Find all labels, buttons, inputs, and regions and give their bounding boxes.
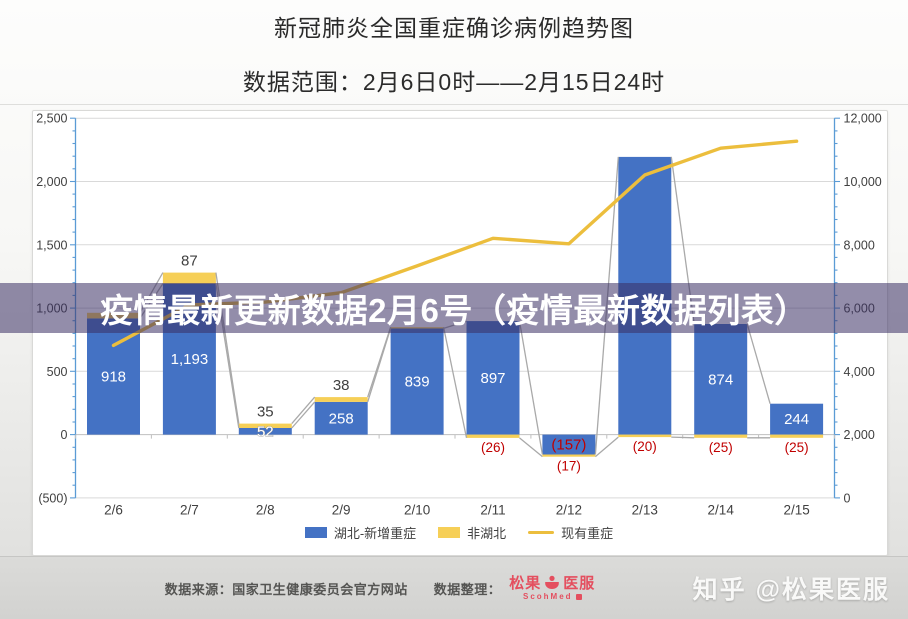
scohmed-logo-icon — [545, 575, 560, 589]
logo-subtext: ScohMed — [522, 592, 573, 601]
svg-text:2/15: 2/15 — [783, 503, 809, 518]
svg-text:2/6: 2/6 — [104, 503, 123, 518]
footer-band: 数据来源：国家卫生健康委员会官方网站 数据整理： 松果 医服 ScohMed 知 — [0, 556, 908, 619]
svg-text:(25): (25) — [785, 440, 809, 455]
svg-text:0: 0 — [61, 428, 68, 442]
logo-text-right: 医服 — [563, 574, 596, 592]
svg-text:52: 52 — [257, 423, 274, 440]
svg-text:2/12: 2/12 — [556, 503, 582, 518]
svg-text:4,000: 4,000 — [844, 365, 875, 379]
legend-item-hubei: 湖北-新增重症 — [304, 523, 417, 542]
svg-text:38: 38 — [333, 377, 350, 394]
page-subtitle: 数据范围：2月6日0时——2月15日24时 — [242, 69, 666, 95]
header-divider — [0, 104, 908, 105]
data-labels: 918 1,193 87 52 35 258 38 839 897 (26) (157) (17) (2… — [101, 253, 809, 474]
svg-text:10,000: 10,000 — [844, 175, 882, 189]
legend-label: 非湖北 — [467, 526, 507, 541]
svg-text:2/14: 2/14 — [708, 503, 735, 518]
svg-text:258: 258 — [329, 410, 354, 427]
legend-item-nonhubei: 非湖北 — [438, 523, 506, 542]
data-curation: 数据整理： 松果 医服 ScohMed — [434, 575, 596, 601]
overlay-banner: 疫情最新更新数据2月6号（疫情最新数据列表） — [0, 283, 908, 333]
svg-text:1,193: 1,193 — [171, 351, 209, 368]
legend-label: 现有重症 — [561, 526, 614, 541]
svg-text:2/13: 2/13 — [632, 503, 658, 518]
svg-text:2,000: 2,000 — [36, 175, 67, 189]
svg-text:(25): (25) — [709, 440, 733, 455]
svg-text:2/10: 2/10 — [404, 503, 430, 518]
svg-text:(26): (26) — [481, 440, 505, 455]
svg-text:12,000: 12,000 — [844, 112, 882, 126]
svg-text:500: 500 — [47, 365, 68, 379]
legend-item-existing-severe: 现有重症 — [528, 523, 613, 542]
svg-text:897: 897 — [480, 370, 505, 387]
existing-severe-line-swatch — [528, 530, 555, 535]
svg-text:(17): (17) — [557, 459, 581, 474]
svg-text:(500): (500) — [38, 491, 67, 505]
svg-text:874: 874 — [708, 371, 733, 388]
logo-badge — [575, 594, 582, 600]
footer-info: 数据来源：国家卫生健康委员会官方网站 数据整理： 松果 医服 ScohMed — [0, 557, 760, 619]
svg-text:2/8: 2/8 — [256, 503, 275, 518]
svg-text:2,500: 2,500 — [36, 112, 67, 126]
svg-text:(20): (20) — [633, 439, 657, 454]
hubei-series-swatch — [304, 527, 327, 538]
svg-text:87: 87 — [181, 253, 198, 270]
date-labels: 2/6 2/7 2/8 2/9 2/10 2/11 2/12 2/13 2/14 2/15 — [104, 503, 810, 518]
svg-text:2/9: 2/9 — [332, 503, 351, 518]
scohmed-logo: 松果 医服 ScohMed — [509, 575, 595, 601]
page-title: 新冠肺炎全国重症确诊病例趋势图 — [274, 15, 634, 41]
nonhubei-series-swatch — [438, 527, 461, 538]
svg-text:1,500: 1,500 — [36, 238, 67, 252]
overlay-banner-text: 疫情最新更新数据2月6号（疫情最新数据列表） — [100, 292, 808, 329]
chart-legend: 湖北-新增重症 非湖北 现有重症 — [32, 523, 886, 542]
data-curation-label: 数据整理： — [433, 581, 502, 597]
watermark: 知乎 @松果医服 — [692, 576, 890, 604]
svg-text:918: 918 — [101, 369, 126, 386]
svg-text:2/11: 2/11 — [480, 503, 505, 518]
data-source-label: 数据来源：国家卫生健康委员会官方网站 — [164, 581, 408, 597]
svg-text:839: 839 — [405, 374, 430, 391]
category-axis — [75, 434, 835, 439]
svg-text:35: 35 — [257, 404, 274, 421]
svg-text:(157): (157) — [551, 437, 586, 454]
svg-text:8,000: 8,000 — [844, 238, 875, 252]
logo-text-left: 松果 — [509, 574, 542, 592]
legend-label: 湖北-新增重症 — [333, 526, 417, 541]
svg-text:2/7: 2/7 — [180, 503, 199, 518]
svg-text:2,000: 2,000 — [844, 428, 875, 442]
svg-text:244: 244 — [784, 411, 809, 428]
svg-text:0: 0 — [844, 491, 851, 505]
